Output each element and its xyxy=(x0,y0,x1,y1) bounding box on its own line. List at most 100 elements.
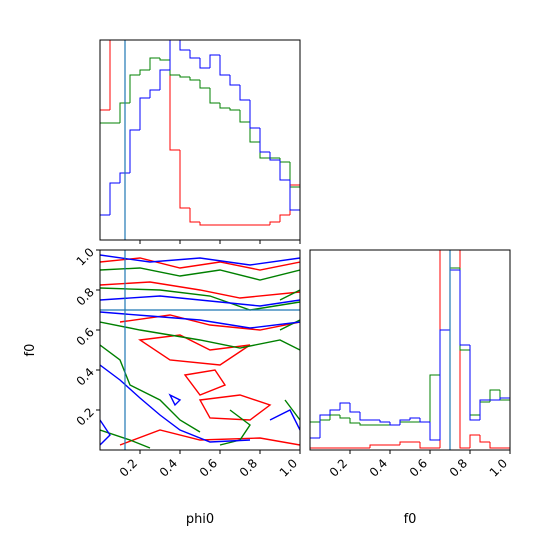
histogram-step xyxy=(249,122,260,143)
histogram-step xyxy=(249,100,260,129)
histogram-step xyxy=(399,419,410,425)
histogram-step xyxy=(289,184,300,240)
histogram-step xyxy=(449,267,460,330)
histogram-step xyxy=(259,142,270,159)
histogram-step xyxy=(419,418,430,423)
histogram-step xyxy=(419,442,430,449)
histogram-step xyxy=(349,418,360,424)
x-axis-label: phi0 xyxy=(186,512,214,527)
histogram-step xyxy=(279,214,290,222)
histogram-step xyxy=(289,162,300,240)
histogram-step xyxy=(319,414,330,438)
histogram-step xyxy=(479,435,490,443)
x-tick-label: 0.4 xyxy=(367,456,390,479)
axes-frame xyxy=(99,249,301,451)
histogram-step xyxy=(219,103,230,109)
histogram-step xyxy=(319,419,330,422)
histogram-step xyxy=(179,150,190,209)
histogram-step xyxy=(499,390,510,450)
histogram-step xyxy=(439,329,450,440)
histogram-step xyxy=(399,441,410,445)
histogram-step xyxy=(489,389,500,402)
axes-frame xyxy=(309,249,511,451)
histogram-step xyxy=(209,54,220,68)
histogram-step xyxy=(119,172,130,183)
histogram-step xyxy=(269,152,280,161)
histogram-step xyxy=(120,20,130,30)
plot-area xyxy=(100,20,300,240)
histogram-step xyxy=(329,414,340,420)
histogram-step xyxy=(229,75,240,86)
histogram-step xyxy=(169,60,180,76)
histogram-step xyxy=(209,88,220,104)
histogram-step xyxy=(100,109,110,240)
x-tick-label: 1.0 xyxy=(277,456,300,479)
histogram-step xyxy=(469,434,480,448)
histogram-step xyxy=(149,57,160,70)
histogram-step xyxy=(389,422,400,426)
histogram-step xyxy=(359,412,370,421)
histogram-step xyxy=(459,250,470,449)
histogram-step xyxy=(139,97,150,130)
histogram-step xyxy=(469,345,480,421)
histogram-step xyxy=(439,329,450,375)
histogram-step xyxy=(199,80,210,89)
x-tick-label: 0.8 xyxy=(237,456,260,479)
y-tick-label: 0.8 xyxy=(74,285,97,308)
histogram-step xyxy=(459,268,470,351)
histogram-step xyxy=(339,415,350,419)
x-axis-label: f0 xyxy=(404,512,417,527)
histogram-step xyxy=(479,399,490,420)
histogram-step xyxy=(239,85,250,101)
histogram-step xyxy=(279,158,290,163)
histogram-step xyxy=(149,89,160,98)
x-tick-label: 0.4 xyxy=(157,456,180,479)
histogram-step xyxy=(279,160,290,181)
axes-frame xyxy=(99,39,301,241)
histogram-step xyxy=(429,422,440,441)
histogram-step xyxy=(459,270,470,346)
histogram-step xyxy=(109,40,111,110)
x-tick-label: 0.6 xyxy=(197,456,220,479)
histogram-step xyxy=(159,58,170,61)
histogram-step xyxy=(409,417,420,420)
y-axis-label: f0 xyxy=(23,344,38,357)
histogram-step xyxy=(439,250,441,448)
histogram-step xyxy=(329,409,340,415)
histogram-step xyxy=(159,69,170,90)
histogram-step xyxy=(189,50,200,59)
histogram-step xyxy=(379,420,390,423)
histogram-step xyxy=(310,447,320,450)
histogram-step xyxy=(399,421,410,425)
histogram-step xyxy=(189,77,200,81)
y-tick-label: 0.4 xyxy=(74,365,97,388)
histogram-step xyxy=(199,58,210,69)
x-tick-label: 0.2 xyxy=(117,456,140,479)
x-tick-label: 0.8 xyxy=(447,456,470,479)
y-tick-label: 1.0 xyxy=(74,245,97,268)
histogram-step xyxy=(229,108,240,111)
histogram-step xyxy=(500,447,510,450)
histogram-step xyxy=(489,442,500,449)
histogram-step xyxy=(189,208,200,223)
histogram-step xyxy=(100,214,110,240)
plot-area xyxy=(100,250,300,450)
histogram-step xyxy=(100,122,110,240)
histogram-step xyxy=(129,74,140,103)
histogram-step xyxy=(269,221,280,225)
y-tick-label: 0.6 xyxy=(74,325,97,348)
histogram-step xyxy=(310,421,320,450)
histogram-step xyxy=(429,374,440,422)
histogram-step xyxy=(119,102,130,123)
histogram-step xyxy=(129,129,140,173)
histogram-step xyxy=(349,403,360,413)
histogram-step xyxy=(359,423,370,426)
histogram-step xyxy=(479,401,490,415)
histogram-step xyxy=(139,69,150,75)
histogram-step xyxy=(239,110,250,123)
histogram-step xyxy=(199,222,210,226)
histogram-step xyxy=(179,75,190,78)
histogram-step xyxy=(449,269,460,330)
histogram-step xyxy=(109,182,120,215)
